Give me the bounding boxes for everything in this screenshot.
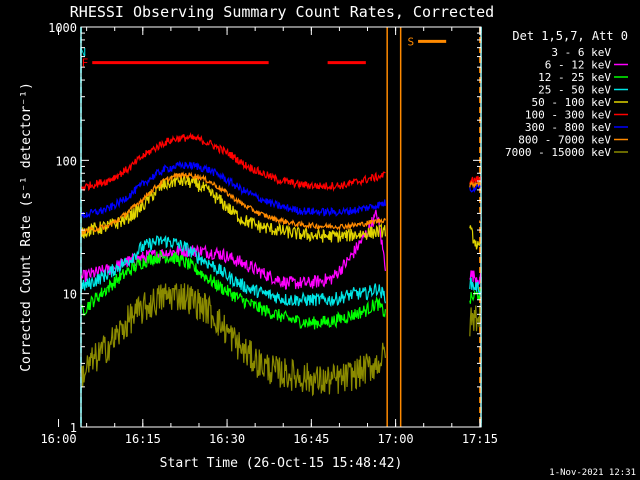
legend-label-7: 800 - 7000 keV (518, 134, 611, 147)
legend-label-0: 3 - 6 keV (551, 46, 611, 59)
x-axis-label: Start Time (26-Oct-15 15:48:42) (160, 456, 403, 471)
legend-title: Det 1,5,7, Att 0 (512, 29, 628, 43)
series-line-1-1 (469, 270, 482, 286)
series-line-3-1 (469, 277, 482, 296)
series-line-8-0 (80, 283, 386, 397)
chart-title: RHESSI Observing Summary Count Rates, Co… (70, 3, 494, 21)
x-tick-label-0: 16:00 (40, 432, 76, 446)
series-line-4-1 (469, 225, 481, 250)
series-line-2-0 (80, 249, 386, 330)
x-tick-label-1: 16:15 (125, 432, 161, 446)
footer-date: 1-Nov-2021 12:31 (549, 468, 636, 478)
series-line-5-0 (80, 132, 386, 192)
series-line-6-0 (80, 160, 386, 219)
x-tick-label-2: 16:30 (209, 432, 245, 446)
legend-label-2: 12 - 25 keV (538, 71, 611, 84)
flag-label-F: F (82, 57, 89, 70)
series-line-7-0 (80, 171, 386, 235)
flag-label-S: S (407, 35, 414, 48)
y-tick-label-0: 1 (70, 421, 77, 435)
y-axis: 1 10 100 1000 (48, 21, 481, 435)
legend-label-4: 50 - 100 keV (532, 96, 612, 109)
plot-frame (80, 26, 482, 428)
flag-label-N: N (79, 46, 86, 59)
x-tick-label-4: 17:00 (378, 432, 414, 446)
x-tick-label-3: 16:45 (293, 432, 329, 446)
series-line-8-1 (469, 304, 482, 337)
series-line-3-0 (80, 234, 386, 308)
legend-label-3: 25 - 50 keV (538, 84, 611, 97)
y-axis-label: Corrected Count Rate (s⁻¹ detector⁻¹) (19, 82, 34, 372)
legend-label-5: 100 - 300 keV (525, 109, 611, 122)
x-tick-label-5: 17:15 (462, 432, 498, 446)
y-tick-label-1: 10 (63, 288, 77, 302)
y-tick-label-3: 1000 (48, 21, 77, 35)
series-line-4-0 (80, 173, 386, 243)
legend-label-6: 300 - 800 keV (525, 121, 611, 134)
x-axis: 16:00 16:15 16:30 16:45 17:00 17:15 (40, 27, 498, 446)
legend-label-8: 7000 - 15000 keV (505, 146, 611, 159)
legend-label-1: 6 - 12 keV (545, 59, 612, 72)
y-tick-label-2: 100 (55, 154, 77, 168)
series-line-7-1 (469, 179, 482, 189)
